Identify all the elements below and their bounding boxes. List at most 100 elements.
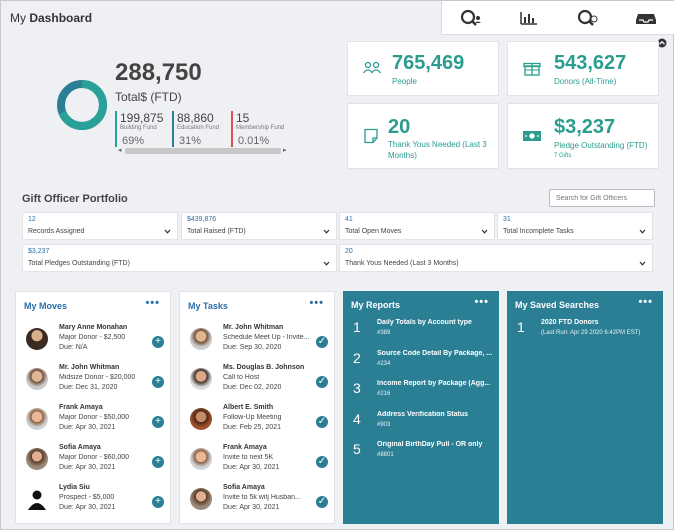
check-icon[interactable]: ✓	[316, 376, 328, 388]
item-sub: Schedule Meet Up - Invite...	[223, 334, 310, 341]
avatar	[26, 368, 48, 390]
list-item[interactable]: Albert E. Smith Follow-Up Meeting Due: F…	[190, 404, 330, 440]
chevron-down-icon[interactable]	[639, 254, 646, 266]
check-icon[interactable]: ✓	[316, 456, 328, 468]
stat-card-pledge[interactable]: $3,237 Pledge Outstanding (FTD) 7 Gifts	[507, 103, 659, 169]
my-saved-searches-panel: My Saved Searches ••• 1 2020 FTD Donors …	[507, 291, 663, 524]
item-due: Due: Sep 30, 2020	[223, 344, 282, 351]
stat-card-thank-yous[interactable]: 20 Thank Yous Needed (Last 3 Months)	[347, 103, 499, 169]
list-item[interactable]: Sofia Amaya Invite to 5k witj Husban... …	[190, 484, 330, 520]
more-options-icon[interactable]: •••	[309, 297, 324, 309]
avatar	[190, 408, 212, 430]
search-filter-icon[interactable]	[576, 9, 600, 27]
item-name: Lydia Siu	[59, 484, 90, 491]
avatar	[26, 328, 48, 350]
fund-building: 199,875 Building Fund 69%	[115, 111, 163, 147]
fund-label: Building Fund	[120, 125, 157, 131]
list-item[interactable]: Sofia Amaya Major Donor - $60,000 Due: A…	[26, 444, 166, 480]
chevron-down-icon[interactable]	[481, 222, 488, 234]
add-icon[interactable]: +	[152, 336, 164, 348]
avatar	[26, 448, 48, 470]
metric-pledges-outstanding[interactable]: $3,237 Total Pledges Outstanding (FTD)	[22, 244, 337, 272]
item-due: Due: Dec 31, 2020	[59, 384, 118, 391]
list-item[interactable]: Frank Amaya Invite to next 5K Due: Apr 3…	[190, 444, 330, 480]
search-people-icon[interactable]	[459, 9, 483, 27]
chevron-down-icon[interactable]	[323, 254, 330, 266]
item-due: Due: Apr 30, 2021	[59, 464, 116, 471]
report-id: #234	[377, 361, 391, 367]
list-item[interactable]: Ms. Douglas B. Johnson Call to Host Due:…	[190, 364, 330, 400]
more-options-icon[interactable]: •••	[638, 296, 653, 308]
report-title[interactable]: Address Verification Status	[377, 411, 469, 418]
fund-scrollbar[interactable]	[125, 148, 281, 154]
check-icon[interactable]: ✓	[316, 416, 328, 428]
metric-thank-yous-needed[interactable]: 20 Thank Yous Needed (Last 3 Months)	[339, 244, 653, 272]
avatar	[190, 368, 212, 390]
check-icon[interactable]: ✓	[316, 496, 328, 508]
report-number: 4	[353, 411, 361, 427]
report-title[interactable]: Source Code Detail By Package, ...	[377, 350, 493, 357]
report-id: #8801	[377, 452, 394, 458]
report-title[interactable]: Income Report by Package (Agg...	[377, 380, 491, 387]
report-title[interactable]: Original BirthDay Pull - OR only	[377, 441, 483, 448]
item-sub: Major Donor - $2,500	[59, 334, 126, 341]
stat-value: 765,469	[392, 52, 465, 74]
chevron-down-icon[interactable]	[323, 222, 330, 234]
add-icon[interactable]: +	[152, 456, 164, 468]
fund-membership: 15 Membership Fund 0.01%	[231, 111, 284, 147]
inbox-icon[interactable]	[634, 9, 658, 27]
more-options-icon[interactable]: •••	[474, 296, 489, 308]
report-title[interactable]: Daily Totals by Account type	[377, 319, 472, 326]
item-due: Due: Apr 30, 2021	[59, 424, 116, 431]
check-icon[interactable]: ✓	[316, 336, 328, 348]
report-number: 2	[353, 350, 361, 366]
search-title[interactable]: 2020 FTD Donors	[541, 319, 599, 326]
stat-card-donors[interactable]: 543,627 Donors (All-Time)	[507, 41, 659, 96]
item-sub: Call to Host	[223, 374, 260, 381]
metric-records-assigned[interactable]: 12 Records Assigned	[22, 212, 178, 240]
list-item[interactable]: Mary Anne Monahan Major Donor - $2,500 D…	[26, 324, 166, 360]
bar-chart-icon[interactable]	[517, 9, 541, 27]
item-name: Ms. Douglas B. Johnson	[223, 364, 305, 371]
more-options-icon[interactable]: •••	[145, 297, 160, 309]
item-due: Due: Dec 02, 2020	[223, 384, 282, 391]
stat-label: People	[392, 77, 417, 86]
chevron-down-icon[interactable]	[639, 222, 646, 234]
report-id: #389	[377, 330, 391, 336]
item-name: Sofia Amaya	[223, 484, 265, 491]
stat-value: $3,237	[554, 116, 616, 138]
stat-label: Donors (All-Time)	[554, 77, 617, 86]
add-icon[interactable]: +	[152, 416, 164, 428]
list-item[interactable]: Frank Amaya Major Donor - $50,000 Due: A…	[26, 404, 166, 440]
metric-value: 41	[345, 216, 353, 223]
gift-icon	[522, 60, 542, 81]
report-number: 1	[353, 319, 361, 335]
stat-card-people[interactable]: 765,469 People	[347, 41, 499, 96]
collapse-icon[interactable]	[657, 35, 667, 48]
item-name: Frank Amaya	[223, 444, 267, 451]
people-icon	[362, 60, 382, 81]
metric-label: Total Pledges Outstanding (FTD)	[28, 260, 130, 267]
metric-label: Thank Yous Needed (Last 3 Months)	[345, 260, 459, 267]
avatar	[190, 488, 212, 510]
scroll-right-arrow[interactable]: ▸	[283, 147, 287, 154]
search-last-run: (Last Run: Apr 29 2020 6:42PM EST)	[541, 330, 641, 336]
total-label: Total$ (FTD)	[115, 90, 182, 104]
gift-officer-search-input[interactable]	[549, 189, 655, 207]
metric-total-raised[interactable]: $439,876 Total Raised (FTD)	[181, 212, 337, 240]
list-item[interactable]: Mr. John Whitman Midsize Donor - $20,000…	[26, 364, 166, 400]
metric-value: $3,237	[28, 248, 50, 255]
chevron-down-icon[interactable]	[164, 222, 171, 234]
panel-title: My Reports	[351, 300, 401, 310]
item-sub: Major Donor - $60,000	[59, 454, 130, 461]
add-icon[interactable]: +	[152, 496, 164, 508]
item-sub: Midsize Donor - $20,000	[59, 374, 136, 381]
add-icon[interactable]: +	[152, 376, 164, 388]
metric-open-moves[interactable]: 41 Total Open Moves	[339, 212, 495, 240]
fund-pct: 69%	[122, 135, 145, 147]
scroll-left-arrow[interactable]: ◂	[118, 147, 122, 154]
item-sub: Major Donor - $50,000	[59, 414, 130, 421]
metric-incomplete-tasks[interactable]: 31 Total Incomplete Tasks	[497, 212, 653, 240]
list-item[interactable]: Lydia Siu Prospect - $5,000 Due: Apr 30,…	[26, 484, 166, 520]
list-item[interactable]: Mr. John Whitman Schedule Meet Up - Invi…	[190, 324, 330, 360]
